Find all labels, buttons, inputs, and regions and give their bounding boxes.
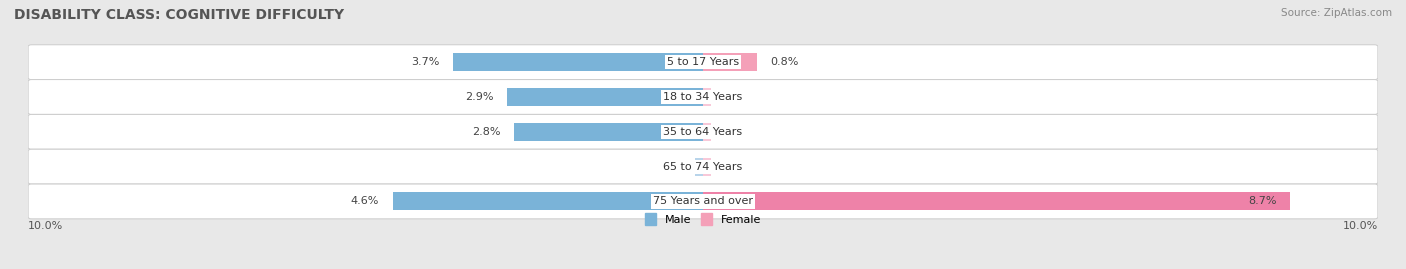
Text: 8.7%: 8.7% bbox=[1249, 196, 1277, 206]
Text: 0.0%: 0.0% bbox=[661, 162, 689, 172]
Text: 5 to 17 Years: 5 to 17 Years bbox=[666, 57, 740, 67]
Text: 0.8%: 0.8% bbox=[770, 57, 799, 67]
Bar bbox=[515, 123, 703, 141]
FancyBboxPatch shape bbox=[28, 149, 1378, 184]
Text: 65 to 74 Years: 65 to 74 Years bbox=[664, 162, 742, 172]
Text: 35 to 64 Years: 35 to 64 Years bbox=[664, 127, 742, 137]
Bar bbox=[703, 53, 756, 71]
Bar bbox=[695, 158, 703, 176]
FancyBboxPatch shape bbox=[28, 184, 1378, 219]
Text: 0.0%: 0.0% bbox=[717, 127, 745, 137]
Text: DISABILITY CLASS: COGNITIVE DIFFICULTY: DISABILITY CLASS: COGNITIVE DIFFICULTY bbox=[14, 8, 344, 22]
Bar bbox=[703, 192, 1291, 210]
Bar bbox=[703, 123, 711, 141]
Legend: Male, Female: Male, Female bbox=[641, 209, 765, 229]
FancyBboxPatch shape bbox=[28, 80, 1378, 114]
Bar bbox=[453, 53, 703, 71]
Text: 18 to 34 Years: 18 to 34 Years bbox=[664, 92, 742, 102]
Bar bbox=[392, 192, 703, 210]
Text: 4.6%: 4.6% bbox=[350, 196, 380, 206]
Text: 75 Years and over: 75 Years and over bbox=[652, 196, 754, 206]
Text: Source: ZipAtlas.com: Source: ZipAtlas.com bbox=[1281, 8, 1392, 18]
Text: 2.9%: 2.9% bbox=[465, 92, 494, 102]
Text: 2.8%: 2.8% bbox=[472, 127, 501, 137]
Bar bbox=[703, 158, 711, 176]
Text: 0.0%: 0.0% bbox=[717, 92, 745, 102]
Text: 0.0%: 0.0% bbox=[717, 162, 745, 172]
Bar bbox=[703, 88, 711, 106]
Text: 3.7%: 3.7% bbox=[412, 57, 440, 67]
FancyBboxPatch shape bbox=[28, 45, 1378, 80]
FancyBboxPatch shape bbox=[28, 114, 1378, 149]
Text: 10.0%: 10.0% bbox=[28, 221, 63, 231]
Bar bbox=[508, 88, 703, 106]
Text: 10.0%: 10.0% bbox=[1343, 221, 1378, 231]
